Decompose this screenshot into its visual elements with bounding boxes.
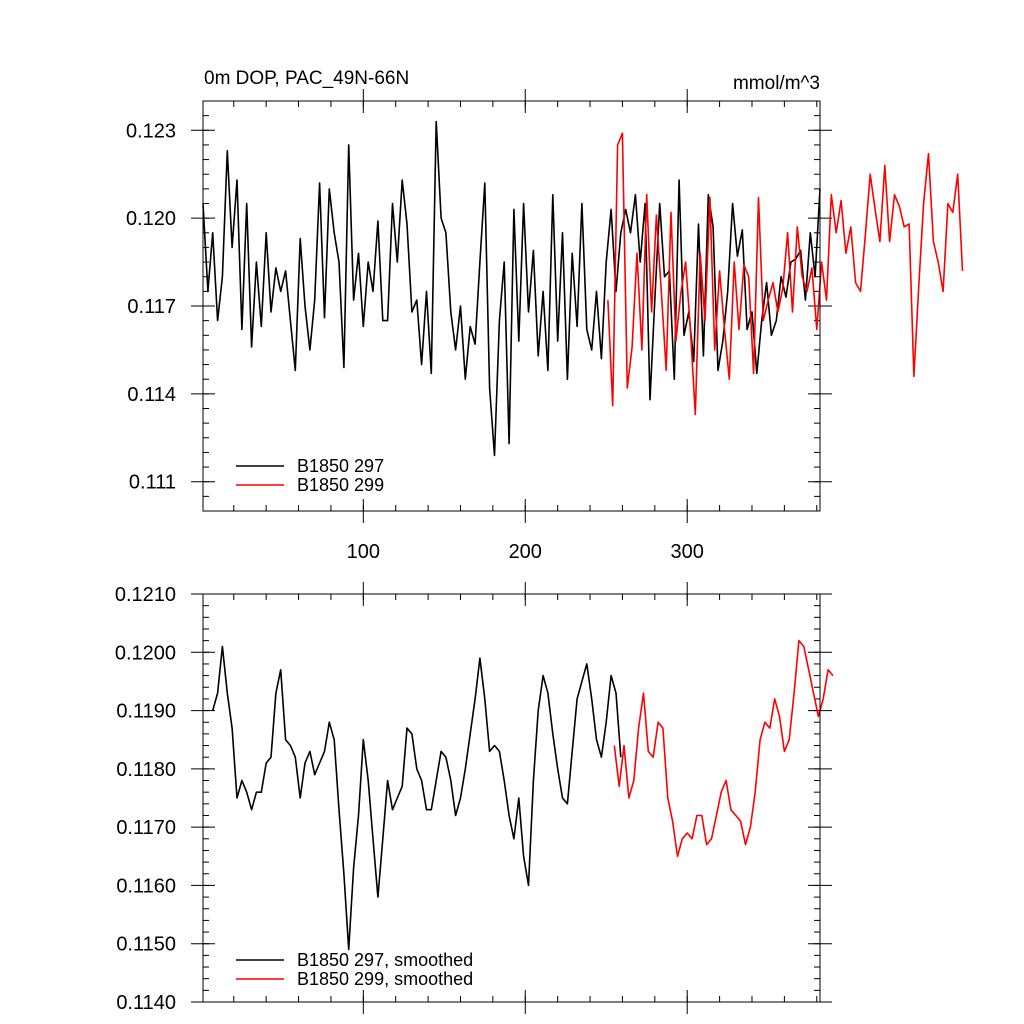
bottom-panel: 0.1140 0.1150 0.1160 0.1170 0.1180 0.1190 0.12… <box>115 582 834 1014</box>
plot-frame-top <box>202 100 821 512</box>
tick-labels-top: 0.111 0.114 0.117 0.120 0.123 100 200 300 <box>126 120 704 563</box>
series-line-b1850-297 <box>211 645 622 951</box>
y-tick-label: 0.1160 <box>116 875 176 897</box>
tick-labels-bottom: 0.1140 0.1150 0.1160 0.1170 0.1180 0.1190 0.12… <box>115 584 176 1014</box>
y-tick-label: 0.114 <box>127 384 176 406</box>
y-tick-label: 0.111 <box>129 472 176 494</box>
series-line-b1850-299 <box>607 132 964 416</box>
y-tick-label: 0.117 <box>127 296 176 318</box>
y-tick-label: 0.1140 <box>116 992 176 1014</box>
x-tick-label: 300 <box>671 541 704 563</box>
chart-title: 0m DOP, PAC_49N-66N <box>204 68 409 89</box>
y-tick-label: 0.1200 <box>115 642 176 664</box>
series-lines-bottom <box>211 639 834 951</box>
y-tick-label: 0.123 <box>126 120 176 142</box>
y-tick-label: 0.1190 <box>116 701 176 723</box>
legend-label: B1850 297, smoothed <box>297 950 473 970</box>
legend-label: B1850 299, smoothed <box>297 969 473 989</box>
series-line-b1850-297 <box>202 120 821 457</box>
legend-label: B1850 299 <box>297 475 384 495</box>
legend-label: B1850 297 <box>297 456 384 476</box>
x-tick-label: 100 <box>347 541 380 563</box>
series-lines-top <box>202 120 964 457</box>
axis-ticks-bottom <box>191 582 832 1014</box>
series-line-b1850-299 <box>613 639 834 858</box>
y-tick-label: 0.1180 <box>116 759 176 781</box>
y-tick-label: 0.1150 <box>116 934 176 956</box>
x-tick-label: 200 <box>509 541 542 563</box>
plot-frame-bottom <box>202 593 821 1003</box>
y-tick-label: 0.120 <box>126 208 176 230</box>
y-tick-label: 0.1210 <box>115 584 176 606</box>
units-label: mmol/m^3 <box>733 73 820 94</box>
y-tick-label: 0.1170 <box>116 817 176 839</box>
top-panel: 0m DOP, PAC_49N-66N mmol/m^3 0.1110.1140… <box>126 68 964 563</box>
axis-ticks-top <box>191 89 832 523</box>
